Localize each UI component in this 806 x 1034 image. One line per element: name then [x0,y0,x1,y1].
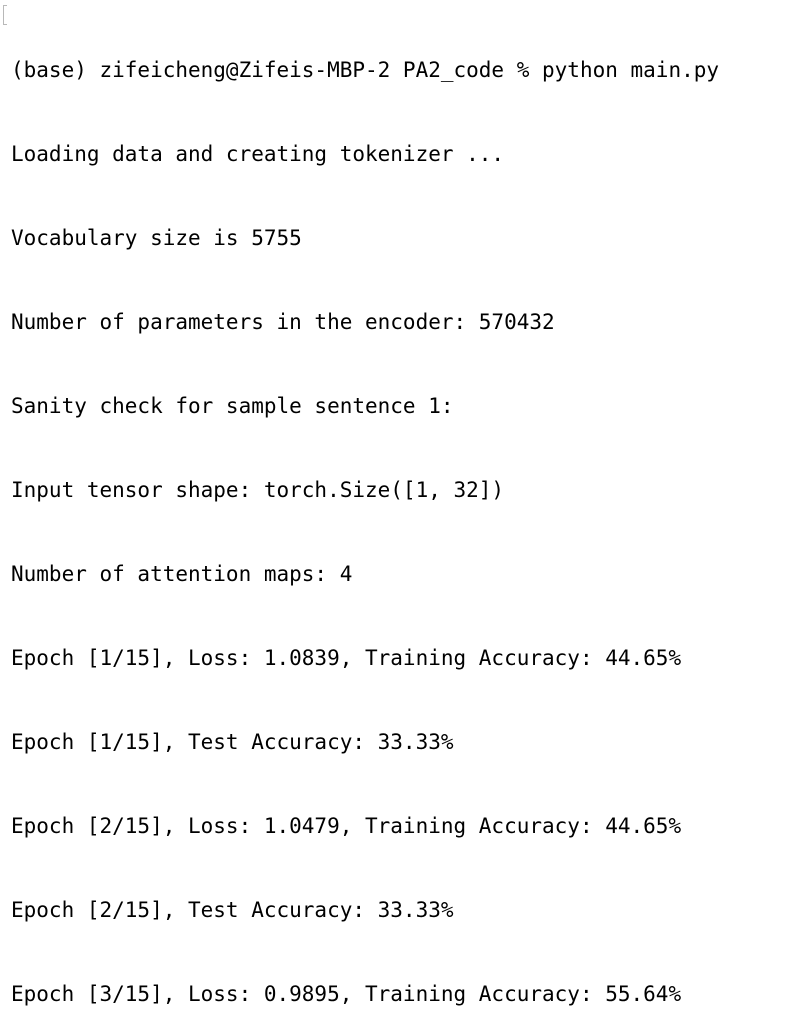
epoch-train-line: Epoch [2/15], Loss: 1.0479, Training Acc… [11,814,682,838]
output-line: Input tensor shape: torch.Size([1, 32]) [11,478,505,502]
output-line: Vocabulary size is 5755 [11,226,302,250]
prompt-line: (base) zifeicheng@Zifeis-MBP-2 PA2_code … [11,58,720,82]
output-line: Number of attention maps: 4 [11,562,353,586]
output-line: Number of parameters in the encoder: 570… [11,310,555,334]
epoch-train-line: Epoch [1/15], Loss: 1.0839, Training Acc… [11,646,682,670]
output-line: Sanity check for sample sentence 1: [11,394,454,418]
epoch-test-line: Epoch [2/15], Test Accuracy: 33.33% [11,898,454,922]
terminal-output[interactable]: (base) zifeicheng@Zifeis-MBP-2 PA2_code … [11,0,719,1034]
output-line: Loading data and creating tokenizer ... [11,142,505,166]
prompt-mark-bracket [3,5,7,25]
epoch-test-line: Epoch [1/15], Test Accuracy: 33.33% [11,730,454,754]
epoch-train-line: Epoch [3/15], Loss: 0.9895, Training Acc… [11,982,682,1006]
